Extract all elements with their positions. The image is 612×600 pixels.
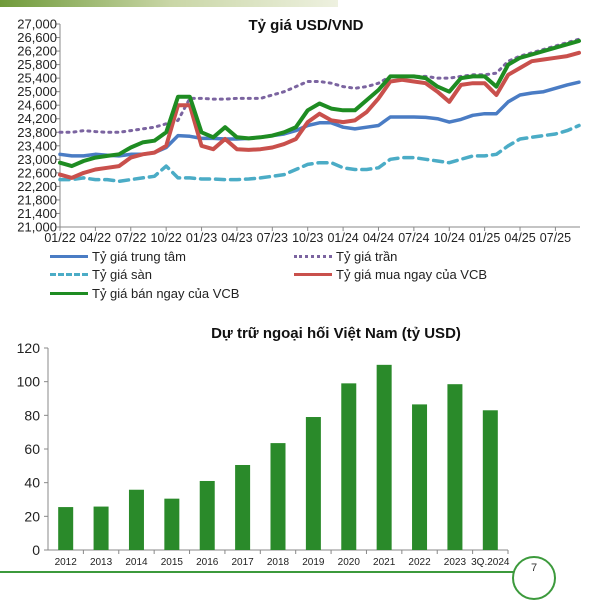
y-tick-label: 24,200	[17, 111, 57, 126]
bar-2012	[58, 507, 74, 550]
y-tick-label: 40	[24, 475, 40, 491]
bar-2016	[199, 480, 215, 550]
x-tick-label: 04/23	[221, 231, 252, 245]
x-tick-label: 01/25	[469, 231, 500, 245]
page-number: 7	[530, 562, 538, 574]
bar-2023	[447, 384, 463, 550]
x-tick-label: 07/22	[115, 231, 146, 245]
header-bar-fade	[170, 0, 338, 7]
x-tick-label: 2017	[231, 557, 254, 568]
y-tick-label: 23,800	[17, 125, 57, 140]
y-tick-label: 60	[24, 441, 40, 457]
bar-2017	[235, 464, 251, 550]
y-tick-label: 26,600	[17, 30, 57, 45]
legend-swatch-vcb-buy	[294, 273, 332, 276]
y-tick-label: 21,800	[17, 192, 57, 207]
x-tick-label: 2021	[373, 557, 396, 568]
line-chart-title: Tỷ giá USD/VND	[248, 17, 363, 34]
legend-label-ceiling: Tỷ giá trần	[336, 249, 398, 264]
x-tick-label: 2023	[444, 557, 467, 568]
x-tick-label: 07/25	[540, 231, 571, 245]
legend-label-floor: Tỷ giá sàn	[92, 267, 152, 282]
y-tick-label: 80	[24, 407, 40, 423]
y-tick-label: 22,600	[17, 165, 57, 180]
bar-2021	[376, 364, 392, 550]
y-tick-label: 21,000	[17, 220, 57, 235]
bar-2015	[164, 498, 180, 550]
x-tick-label: 01/22	[44, 231, 75, 245]
y-tick-label: 25,000	[17, 84, 57, 99]
x-tick-label: 2013	[90, 557, 113, 568]
footer-line	[0, 571, 520, 573]
bar-2020	[341, 383, 357, 550]
y-tick-label: 25,800	[17, 57, 57, 72]
y-tick-label: 23,400	[17, 138, 57, 153]
bar-2014	[128, 489, 144, 550]
bar-3Q.2024	[482, 410, 498, 550]
y-tick-label: 0	[32, 542, 40, 558]
x-tick-label: 01/23	[186, 231, 217, 245]
series-vcb-buy-rate	[58, 50, 581, 180]
x-tick-label: 2022	[408, 557, 431, 568]
legend-item-ceiling: Tỷ giá trần	[294, 249, 397, 264]
x-tick-label: 10/24	[434, 231, 465, 245]
legend-label-vcb-sell: Tỷ giá bán ngay của VCB	[92, 286, 240, 301]
series-floor-rate	[58, 123, 581, 184]
legend-item-vcb-sell: Tỷ giá bán ngay của VCB	[50, 286, 239, 301]
y-tick-label: 23,000	[17, 152, 57, 167]
fx-reserves-bar-chart: Dự trữ ngoại hối Việt Nam (tỷ USD) 0 20 40…	[17, 325, 510, 568]
legend-swatch-ceiling	[294, 255, 332, 258]
series-vcb-sell-rate	[58, 38, 581, 169]
y-tick-label: 26,200	[17, 44, 57, 59]
bar-2018	[270, 443, 286, 550]
x-tick-label: 07/24	[398, 231, 429, 245]
bar-chart-title: Dự trữ ngoại hối Việt Nam (tỷ USD)	[211, 325, 461, 342]
x-tick-label: 2019	[302, 557, 325, 568]
x-tick-label: 2012	[55, 557, 78, 568]
exchange-rate-line-chart: Tỷ giá USD/VND 21,00021,40021,80022,2002…	[17, 17, 581, 245]
x-tick-label: 3Q.2024	[471, 557, 510, 568]
x-tick-label: 2020	[338, 557, 361, 568]
x-tick-label: 10/23	[292, 231, 323, 245]
y-tick-label: 22,200	[17, 179, 57, 194]
x-tick-label: 2015	[161, 557, 184, 568]
legend-item-central: Tỷ giá trung tâm	[50, 249, 186, 264]
page-number-badge: 7	[512, 556, 556, 600]
y-tick-label: 20	[24, 508, 40, 524]
bar-2013	[93, 506, 109, 550]
x-tick-label: 2018	[267, 557, 290, 568]
header-bar	[0, 0, 170, 7]
legend-swatch-central	[50, 255, 88, 258]
x-tick-label: 07/23	[257, 231, 288, 245]
bar-2019	[305, 417, 321, 550]
legend-swatch-vcb-sell	[50, 292, 88, 295]
bar-2022	[412, 404, 428, 550]
y-tick-label: 100	[17, 374, 41, 390]
y-tick-label: 24,600	[17, 98, 57, 113]
y-tick-label: 21,400	[17, 206, 57, 221]
x-tick-label: 2016	[196, 557, 219, 568]
x-tick-label: 01/24	[327, 231, 358, 245]
legend-label-vcb-buy: Tỷ giá mua ngay của VCB	[336, 267, 488, 282]
y-tick-label: 120	[17, 340, 41, 356]
series-ceiling-rate	[58, 37, 581, 134]
y-tick-label: 27,000	[17, 17, 57, 32]
x-tick-label: 04/24	[363, 231, 394, 245]
legend-swatch-floor	[50, 273, 88, 276]
x-tick-label: 10/22	[151, 231, 182, 245]
x-tick-label: 04/22	[80, 231, 111, 245]
y-tick-label: 25,400	[17, 71, 57, 86]
legend-item-floor: Tỷ giá sàn	[50, 267, 152, 282]
legend-label-central: Tỷ giá trung tâm	[92, 249, 186, 264]
x-tick-label: 2014	[125, 557, 148, 568]
x-tick-label: 04/25	[504, 231, 535, 245]
legend-item-vcb-buy: Tỷ giá mua ngay của VCB	[294, 267, 487, 282]
